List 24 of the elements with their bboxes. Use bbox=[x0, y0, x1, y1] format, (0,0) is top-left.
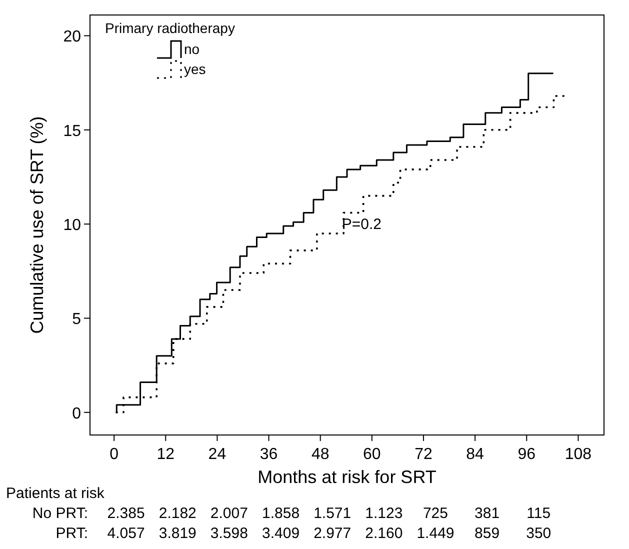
y-tick-label: 20 bbox=[63, 28, 82, 46]
x-tick-label: 24 bbox=[208, 446, 226, 463]
x-tick-label: 36 bbox=[260, 446, 278, 463]
x-tick-label: 108 bbox=[564, 446, 592, 463]
legend-label: no bbox=[184, 41, 200, 57]
text: Patients at risk bbox=[6, 485, 105, 502]
x-tick-label: 84 bbox=[466, 446, 484, 463]
x-tick-label: 12 bbox=[156, 446, 175, 463]
x-axis-title: Months at risk for SRT bbox=[258, 467, 436, 487]
y-axis-title: Cumulative use of SRT (%) bbox=[27, 116, 47, 334]
x-tick-label: 96 bbox=[518, 446, 536, 463]
x-tick-label: 72 bbox=[414, 446, 432, 463]
text: No PRT: 2.385 2.182 2.007 1.858 1.571 1.123 725 381 115 bbox=[32, 505, 551, 522]
y-tick-label: 5 bbox=[72, 311, 82, 328]
x-tick-label: 60 bbox=[363, 446, 381, 463]
legend-title: Primary radiotherapy bbox=[105, 20, 235, 36]
annotation: P=0.2 bbox=[342, 216, 382, 234]
x-tick-label: 0 bbox=[110, 446, 119, 463]
legend-label: yes bbox=[184, 61, 206, 77]
y-tick-label: 10 bbox=[63, 217, 82, 234]
x-tick-label: 48 bbox=[311, 446, 330, 463]
text: PRT: 4.057 3.819 3.598 3.409 2.977 2.160 1.449 859 350 bbox=[56, 525, 552, 542]
y-tick-label: 15 bbox=[63, 122, 82, 140]
y-tick-label: 0 bbox=[72, 405, 82, 422]
